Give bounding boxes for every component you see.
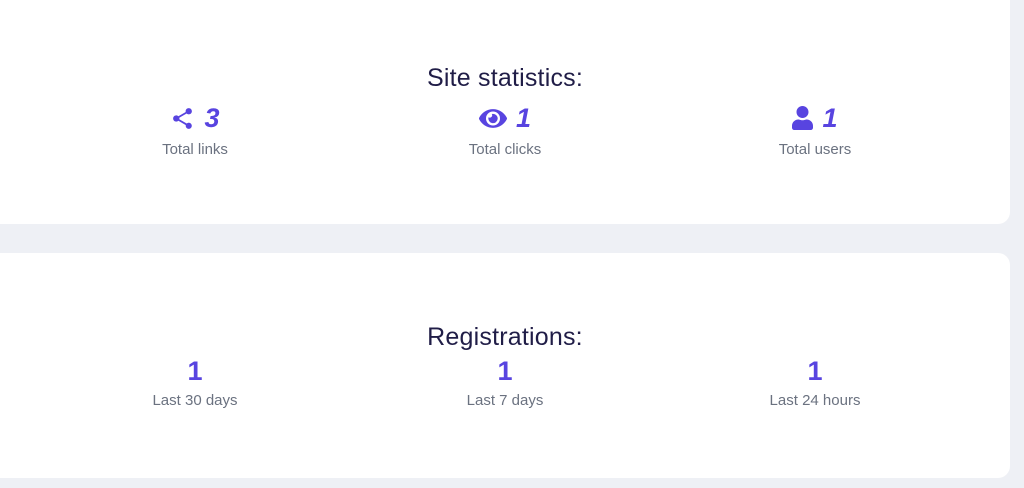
stat-last-30-days: 1 Last 30 days [40,355,350,411]
user-icon [792,106,814,130]
stat-last-30-days-value: 1 [187,356,203,386]
site-statistics-card: Site statistics: 3 Total links [0,0,1010,224]
registrations-row: 1 Last 30 days 1 Last 7 days 1 Last 24 h… [40,355,970,411]
stat-last-7-days-value: 1 [497,356,513,386]
stat-last-24-hours-value-row: 1 [660,355,970,387]
stat-total-clicks-value-row: 1 [350,100,660,136]
stat-total-clicks-label: Total clicks [468,141,542,158]
stat-last-7-days-value-row: 1 [350,355,660,387]
registrations-title: Registrations: [427,322,583,351]
share-icon [170,106,195,131]
stat-total-users-value: 1 [822,103,838,133]
stat-last-24-hours: 1 Last 24 hours [660,355,970,411]
stat-total-clicks: 1 Total clicks [350,100,660,160]
eye-icon [478,106,507,131]
stat-total-links-value: 3 [204,103,220,133]
stat-total-links-label: Total links [162,141,228,158]
stat-total-links-value-row: 3 [40,100,350,136]
stat-last-24-hours-label: Last 24 hours [769,392,861,409]
stat-total-clicks-value: 1 [515,103,532,133]
stat-last-30-days-label: Last 30 days [152,392,238,409]
stat-last-24-hours-value: 1 [807,356,823,386]
stat-total-users-value-row: 1 [660,100,970,136]
stat-total-links: 3 Total links [40,100,350,160]
stat-total-users: 1 Total users [660,100,970,160]
stat-last-7-days: 1 Last 7 days [350,355,660,411]
stat-last-30-days-value-row: 1 [40,355,350,387]
stat-last-7-days-label: Last 7 days [466,392,544,409]
site-statistics-title: Site statistics: [426,63,584,92]
registrations-card: Registrations: 1 Last 30 days 1 Last 7 d… [0,253,1010,478]
stat-total-users-label: Total users [778,141,852,158]
site-statistics-row: 3 Total links 1 Total clicks [40,100,970,160]
